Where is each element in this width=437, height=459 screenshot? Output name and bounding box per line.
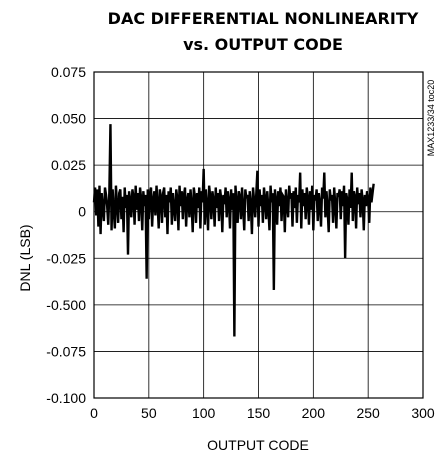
y-tick-label: 0.025 (51, 157, 86, 173)
y-tick-label: 0.050 (51, 111, 86, 127)
plot-frame (93, 71, 424, 399)
x-axis: 0 50 100 150 200 250 300 (90, 405, 435, 421)
x-tick-label: 150 (247, 405, 271, 421)
y-axis: 0.075 0.050 0.025 0 -0.025 -0.500 -0.075 -0.100 (46, 64, 86, 406)
y-tick-label: 0.075 (51, 64, 86, 80)
chart-subtitle: vs. OUTPUT CODE (183, 35, 343, 54)
x-axis-label: OUTPUT CODE (207, 437, 309, 453)
y-tick-label: -0.025 (46, 250, 86, 266)
side-note: MAX1233/34 toc20 (426, 80, 436, 157)
y-tick-label: 0 (78, 204, 86, 220)
x-tick-label: 200 (302, 405, 326, 421)
grid (93, 71, 424, 399)
dnl-series-line (92, 124, 375, 337)
y-tick-label: -0.075 (46, 343, 86, 359)
x-tick-label: 0 (90, 405, 98, 421)
x-tick-label: 250 (356, 405, 380, 421)
x-tick-label: 100 (192, 405, 216, 421)
y-axis-label: DNL (LSB) (17, 224, 33, 291)
y-tick-label: -0.100 (46, 390, 86, 406)
x-tick-label: 300 (411, 405, 435, 421)
chart-title: DAC DIFFERENTIAL NONLINEARITY (108, 9, 419, 28)
x-tick-label: 50 (141, 405, 157, 421)
y-tick-label: -0.500 (46, 297, 86, 313)
